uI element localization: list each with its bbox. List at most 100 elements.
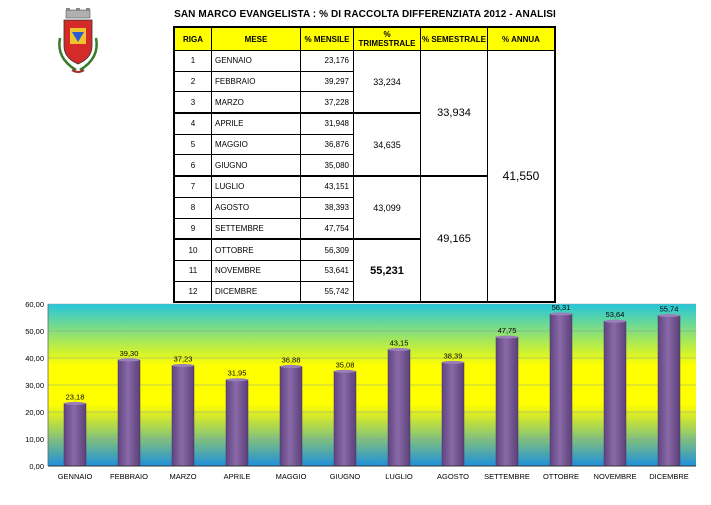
- header-riga: RIGA: [173, 26, 212, 51]
- cell-riga: 1: [173, 50, 212, 72]
- table-header-row: RIGA MESE % MENSILE % TRIMESTRALE % SEME…: [173, 26, 556, 51]
- x-tick-label: MAGGIO: [276, 472, 307, 481]
- bar: [63, 403, 87, 467]
- bar-value-label: 55,74: [660, 305, 679, 314]
- x-tick-label: OTTOBRE: [543, 472, 579, 481]
- bar-value-label: 36,88: [282, 355, 301, 364]
- table-row: 4 APRILE 31,948 34,635: [173, 112, 555, 177]
- x-tick-label: SETTEMBRE: [484, 472, 530, 481]
- cell-mensile: 47,754: [300, 217, 354, 240]
- cell-mese: FEBBRAIO: [211, 70, 301, 93]
- cell-mensile: 53,641: [300, 259, 354, 282]
- x-tick-label: APRILE: [224, 472, 251, 481]
- cell-trimestrale: 55,231: [353, 238, 421, 303]
- municipal-crest-icon: [58, 8, 98, 73]
- bar: [603, 320, 627, 467]
- bar-value-label: 47,75: [498, 326, 517, 335]
- cell-mensile: 55,742: [300, 280, 354, 303]
- cell-riga: 4: [173, 112, 212, 135]
- cell-mensile: 36,876: [300, 133, 354, 156]
- y-tick-label: 60,00: [25, 300, 44, 309]
- bar: [387, 349, 411, 467]
- bar-value-label: 31,95: [228, 369, 247, 378]
- cell-mese: SETTEMBRE: [211, 217, 301, 240]
- cell-trimestrale: 34,635: [353, 112, 421, 177]
- x-tick-label: GIUGNO: [330, 472, 361, 481]
- header-trimestrale: % TRIMESTRALE: [353, 26, 421, 51]
- bar-value-label: 43,15: [390, 338, 409, 347]
- cell-mese: GIUGNO: [211, 154, 301, 177]
- bar-cap: [388, 347, 410, 351]
- bar-cap: [658, 314, 680, 318]
- bar: [441, 362, 465, 467]
- cell-mese: GENNAIO: [211, 50, 301, 72]
- table-row: 7 LUGLIO 43,151 43,099 49,165: [173, 175, 555, 303]
- bar-cap: [172, 363, 194, 367]
- y-tick-label: 20,00: [25, 408, 44, 417]
- bar-value-label: 35,08: [336, 360, 355, 369]
- bar: [657, 315, 681, 467]
- cell-mese: OTTOBRE: [211, 238, 301, 261]
- cell-riga: 10: [173, 238, 212, 261]
- bar: [171, 365, 195, 467]
- table-row: 1 GENNAIO 23,176 33,234 33,934 41,550: [173, 50, 556, 303]
- bar: [333, 371, 357, 467]
- bar-value-label: 53,64: [606, 310, 625, 319]
- cell-mensile: 56,309: [300, 238, 354, 261]
- cell-trimestrale: 33,234: [353, 50, 421, 114]
- cell-semestrale: 49,165: [420, 175, 488, 303]
- cell-riga: 8: [173, 196, 212, 219]
- cell-mensile: 23,176: [300, 50, 354, 72]
- cell-mensile: 43,151: [300, 175, 354, 198]
- bar-value-label: 38,39: [444, 351, 463, 360]
- x-tick-label: NOVEMBRE: [594, 472, 637, 481]
- header-mensile: % MENSILE: [300, 26, 354, 51]
- bar: [549, 313, 573, 467]
- cell-mese: DICEMBRE: [211, 280, 301, 303]
- cell-mese: MARZO: [211, 91, 301, 114]
- bar-value-label: 39,30: [120, 349, 139, 358]
- cell-trimestrale: 43,099: [353, 175, 421, 240]
- header-semestrale: % SEMESTRALE: [420, 26, 488, 51]
- cell-mese: NOVEMBRE: [211, 259, 301, 282]
- cell-mensile: 39,297: [300, 70, 354, 93]
- table-row: 8 AGOSTO 38,393: [173, 196, 555, 219]
- bar: [225, 379, 249, 467]
- bar-cap: [118, 358, 140, 362]
- cell-riga: 11: [173, 259, 212, 282]
- table-row: 12 DICEMBRE 55,742: [173, 280, 555, 303]
- y-tick-label: 40,00: [25, 354, 44, 363]
- table-row: 2 FEBBRAIO 39,297: [173, 70, 555, 93]
- bar: [117, 359, 141, 467]
- y-tick-label: 10,00: [25, 435, 44, 444]
- header-annua: % ANNUA: [487, 26, 556, 51]
- x-tick-label: LUGLIO: [385, 472, 413, 481]
- x-tick-label: AGOSTO: [437, 472, 469, 481]
- cell-annua: 41,550: [487, 50, 556, 303]
- cell-semestrale: 33,934: [420, 50, 488, 177]
- cell-riga: 2: [173, 70, 212, 93]
- bar-value-label: 56,31: [552, 303, 571, 312]
- cell-riga: 7: [173, 175, 212, 198]
- bar-chart: 23,18 39,30 37,23 31,95 36,88 35,08 43,15 38,39…: [25, 300, 696, 481]
- cell-mese: LUGLIO: [211, 175, 301, 198]
- page-title: SAN MARCO EVANGELISTA : % DI RACCOLTA DI…: [174, 9, 556, 20]
- header-mese: MESE: [211, 26, 301, 51]
- y-tick-label: 30,00: [25, 381, 44, 390]
- bar-cap: [496, 335, 518, 339]
- cell-riga: 9: [173, 217, 212, 240]
- table-row: 11 NOVEMBRE 53,641: [173, 259, 555, 282]
- bar: [495, 336, 519, 467]
- cell-riga: 3: [173, 91, 212, 114]
- data-table: RIGA MESE % MENSILE % TRIMESTRALE % SEME…: [173, 26, 556, 304]
- cell-mensile: 35,080: [300, 154, 354, 177]
- bar-cap: [226, 378, 248, 382]
- cell-mensile: 38,393: [300, 196, 354, 219]
- bar-cap: [334, 369, 356, 373]
- cell-mensile: 31,948: [300, 112, 354, 135]
- table-row: 10 OTTOBRE 56,309 55,231: [173, 238, 555, 303]
- bar-value-label: 23,18: [66, 392, 85, 401]
- bar-cap: [550, 312, 572, 316]
- y-tick-label: 0,00: [29, 462, 44, 471]
- x-tick-label: FEBBRAIO: [110, 472, 148, 481]
